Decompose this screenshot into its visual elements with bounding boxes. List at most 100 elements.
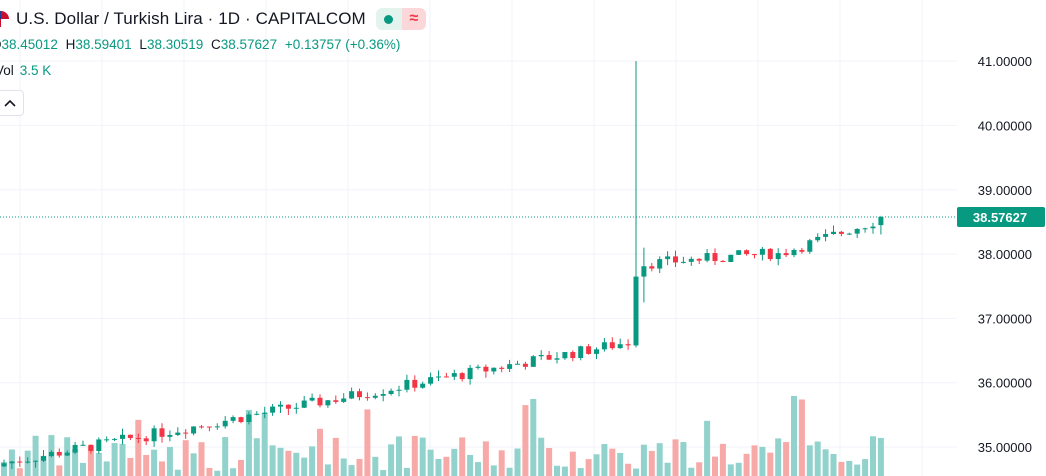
volume-bar xyxy=(846,460,853,476)
volume-bar xyxy=(593,454,600,476)
candle xyxy=(878,215,884,235)
candle xyxy=(183,429,189,439)
volume-bar xyxy=(506,467,513,476)
volume-bar xyxy=(522,405,529,476)
volume-bar xyxy=(735,462,742,476)
candle xyxy=(752,253,757,259)
collapse-legend-button[interactable] xyxy=(0,90,24,116)
high-label: H xyxy=(65,37,76,52)
volume-bar xyxy=(356,458,363,476)
volume-bar xyxy=(1,462,7,476)
candle xyxy=(191,426,197,436)
volume-bar xyxy=(317,428,323,476)
volume-bar xyxy=(554,465,560,476)
volume-bar xyxy=(119,443,126,476)
open-label: O xyxy=(0,37,2,52)
candle xyxy=(270,403,276,416)
candle xyxy=(459,372,465,382)
candle xyxy=(325,399,331,408)
candle xyxy=(688,256,694,266)
volume-bar xyxy=(870,436,876,476)
volume-bar xyxy=(151,449,158,476)
last-price-badge: 38.57627 xyxy=(957,207,1045,228)
candle xyxy=(578,345,584,361)
candle xyxy=(428,372,434,386)
volume-bar xyxy=(56,465,63,476)
candle xyxy=(159,423,165,443)
volume-bar xyxy=(798,399,805,476)
candle xyxy=(633,61,639,348)
candle xyxy=(467,364,473,385)
volume-bar xyxy=(80,462,86,476)
candle xyxy=(838,230,844,237)
status-pill[interactable]: ≈ xyxy=(375,8,426,30)
volume-bar xyxy=(293,452,300,476)
volume-bar xyxy=(467,454,474,476)
candle xyxy=(475,364,481,370)
candle xyxy=(499,366,505,373)
volume-bar xyxy=(601,444,608,476)
low-label: L xyxy=(139,37,147,52)
volume-bar xyxy=(72,449,79,476)
volume-bar xyxy=(561,466,568,476)
volume-bar xyxy=(577,468,584,476)
candle xyxy=(530,355,536,367)
candle xyxy=(522,361,528,370)
price-axis[interactable]: 35.00000 36.00000 37.00000 38.00000 39.00000… xyxy=(978,54,1032,455)
volume-bar xyxy=(490,465,497,476)
candle xyxy=(791,248,797,258)
volume-bar xyxy=(238,459,244,476)
volume-bar xyxy=(332,437,339,476)
candle xyxy=(135,433,141,444)
candle xyxy=(823,229,829,242)
volume-bar xyxy=(403,467,410,476)
volume-value: 3.5 K xyxy=(19,63,52,78)
candle xyxy=(112,438,118,442)
candle xyxy=(293,402,299,414)
low-value: 38.30519 xyxy=(146,37,204,52)
candle xyxy=(372,393,378,400)
volume-bar xyxy=(838,461,845,476)
volume-bar xyxy=(435,458,442,476)
volume-bar xyxy=(372,456,379,476)
volume-bar xyxy=(569,451,576,476)
candle xyxy=(127,434,133,441)
wave-icon[interactable]: ≈ xyxy=(401,8,426,30)
volume-bar xyxy=(222,437,229,476)
candle xyxy=(815,233,821,243)
volume-bar xyxy=(830,453,837,476)
volume-bar xyxy=(301,457,308,476)
volume-bar xyxy=(751,445,758,476)
volume-bar xyxy=(198,442,205,476)
volume-bar xyxy=(680,442,687,476)
volume-bar xyxy=(656,443,663,476)
market-open-dot-icon[interactable] xyxy=(375,8,402,30)
candle xyxy=(41,449,46,462)
high-value: 38.59401 xyxy=(75,37,132,52)
volume-bar xyxy=(664,462,671,476)
candles xyxy=(1,61,884,469)
candle xyxy=(443,372,449,378)
symbol-title[interactable]: U.S. Dollar / Turkish Lira · 1D · CAPITA… xyxy=(16,9,366,28)
volume-bar xyxy=(530,398,537,476)
candle xyxy=(309,393,315,402)
volume-bar xyxy=(309,446,316,476)
price-tick-label: 37.00000 xyxy=(978,311,1032,326)
volume-legend: Vol 3.5 K xyxy=(0,63,51,78)
volume-bar xyxy=(166,447,173,476)
volume-bar xyxy=(609,448,616,476)
candle xyxy=(601,337,607,352)
candle xyxy=(317,394,323,408)
volume-bar xyxy=(498,450,505,476)
candle xyxy=(412,375,418,392)
candle xyxy=(515,360,520,365)
volume-bar xyxy=(719,443,726,476)
candle xyxy=(673,250,678,267)
volume-bar xyxy=(759,446,766,476)
price-tick-label: 36.00000 xyxy=(978,376,1032,391)
volume-bar xyxy=(214,470,221,476)
volume-bar xyxy=(696,462,703,476)
volume-bar xyxy=(791,396,797,476)
